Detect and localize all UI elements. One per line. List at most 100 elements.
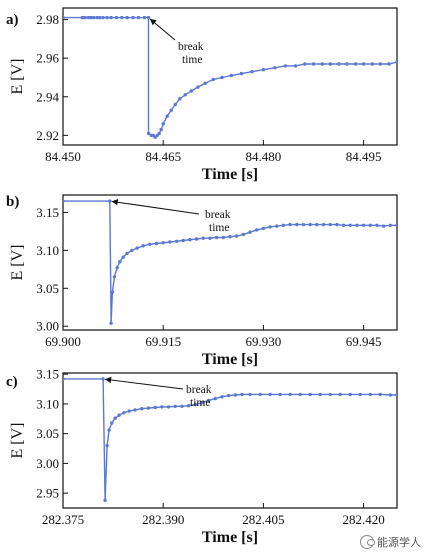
data-point (105, 15, 109, 20)
data-point (146, 406, 151, 410)
data-point (368, 392, 372, 397)
data-point (353, 62, 358, 66)
data-point (189, 89, 193, 93)
data-point (92, 15, 96, 20)
data-point (361, 223, 366, 227)
data-point (109, 15, 113, 20)
data-point (241, 232, 246, 237)
data-point (112, 275, 117, 279)
data-point (136, 15, 141, 20)
data-point (387, 62, 391, 66)
data-point (361, 62, 366, 66)
data-point (295, 222, 299, 227)
data-point (355, 223, 359, 227)
y-tick-label: 3.05 (36, 426, 59, 441)
plot-frame (62, 372, 398, 509)
series-1 (63, 199, 397, 325)
data-point (173, 404, 177, 408)
data-point (308, 222, 312, 227)
x-axis-label: Time [s] (202, 351, 258, 368)
data-point (381, 224, 386, 228)
data-point (213, 396, 217, 401)
x-tick-label: 69.900 (45, 334, 81, 349)
annotation-text-line2: time (190, 397, 210, 409)
x-tick-label: 282.420 (342, 512, 384, 527)
data-point (122, 411, 126, 415)
data-point (157, 131, 161, 136)
panel-label: c) (6, 374, 18, 390)
x-tick-label: 282.375 (42, 512, 84, 527)
data-point (169, 108, 173, 113)
data-point (308, 392, 312, 397)
chart-panel-1: a) 2.92 2.94 2.96 2.98 84.450 84.465 84.480 84.4… (6, 7, 398, 183)
data-point (275, 224, 279, 228)
plot-frame (62, 7, 398, 146)
data-point (86, 15, 91, 20)
data-point (174, 239, 179, 243)
data-point (273, 66, 277, 70)
data-point (358, 392, 362, 397)
watermark: 能源学人 (360, 534, 421, 550)
data-point (188, 238, 192, 242)
data-point (288, 222, 292, 227)
data-point (338, 392, 342, 397)
x-tick-label: 282.405 (242, 512, 284, 527)
data-point (288, 392, 292, 397)
y-tick-label: 3.15 (36, 205, 59, 220)
data-point (227, 393, 231, 398)
data-point (268, 225, 272, 229)
data-point (196, 85, 200, 89)
panel-label: b) (6, 194, 19, 210)
data-point (228, 235, 232, 239)
annotation-arrow (111, 200, 200, 215)
data-point (63, 15, 65, 20)
series-line (63, 16, 164, 139)
data-point (203, 81, 207, 86)
data-point (293, 64, 298, 68)
data-point (328, 392, 332, 397)
data-point (89, 15, 93, 20)
data-point (388, 393, 392, 397)
data-point (183, 93, 187, 97)
data-point (107, 428, 111, 432)
data-point (395, 60, 397, 64)
y-tick-label: 3.10 (36, 243, 59, 258)
data-point (101, 377, 105, 381)
chart-panel-3: c) 2.95 3.00 3.05 3.10 3.15 282.375 282.390 282.… (6, 367, 398, 546)
data-point (98, 15, 102, 20)
data-point (301, 222, 306, 227)
data-point (133, 408, 137, 412)
data-point (348, 392, 352, 397)
y-tick-label: 3.05 (36, 281, 59, 296)
data-point (248, 230, 252, 234)
data-point (140, 407, 144, 411)
data-point (125, 15, 129, 20)
data-point (311, 62, 316, 66)
data-point (221, 235, 225, 240)
data-point (395, 393, 397, 397)
data-point (283, 64, 288, 68)
data-point (255, 228, 259, 232)
data-point (105, 443, 109, 448)
data-point (193, 402, 197, 407)
y-tick-label: 3.10 (36, 396, 59, 411)
data-point (108, 199, 112, 203)
data-point (368, 223, 372, 227)
data-point (181, 238, 185, 243)
data-point (298, 392, 302, 397)
data-point (113, 416, 117, 420)
annotation-text-line1: break (205, 209, 231, 221)
data-point (166, 405, 171, 409)
data-point (165, 114, 169, 118)
watermark-text: 能源学人 (377, 536, 421, 549)
y-tick-label: 2.95 (36, 486, 59, 501)
annotation-text-line1: break (178, 41, 204, 53)
y-tick-label: 2.96 (36, 51, 59, 66)
data-point (146, 15, 151, 20)
data-point (239, 71, 244, 76)
data-point (178, 97, 182, 101)
y-tick-label: 2.98 (36, 12, 59, 27)
data-point (121, 255, 125, 259)
annotation-arrowhead (111, 199, 119, 206)
x-tick-label: 69.915 (145, 334, 181, 349)
